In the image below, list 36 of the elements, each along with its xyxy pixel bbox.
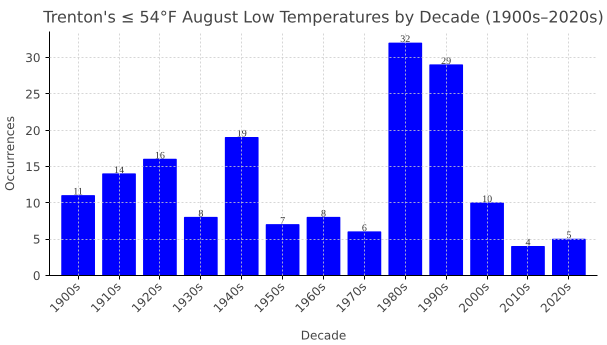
data-label: 32 [400, 34, 410, 46]
bar [102, 173, 136, 276]
bar [511, 246, 545, 276]
data-label: 19 [236, 128, 247, 140]
data-label: 11 [73, 186, 83, 198]
bar [388, 42, 422, 276]
bar [470, 202, 504, 276]
y-tick-label: 10 [25, 196, 41, 210]
data-label: 5 [566, 230, 572, 242]
bar [61, 195, 95, 276]
data-label: 16 [154, 150, 165, 162]
bar [266, 224, 300, 276]
bar [348, 231, 382, 276]
y-tick-label: 15 [25, 160, 41, 174]
y-tick-label: 25 [25, 87, 41, 102]
y-tick-label: 5 [32, 232, 41, 247]
bar [306, 216, 340, 276]
y-tick-label: 0 [32, 269, 41, 283]
data-label: 8 [321, 208, 326, 220]
bar [224, 137, 259, 276]
data-label: 29 [441, 56, 452, 67]
data-label: 7 [280, 216, 286, 227]
data-label: 8 [198, 208, 204, 220]
y-tick-label: 20 [25, 124, 41, 138]
data-label: 14 [114, 164, 124, 176]
data-label: 4 [525, 237, 530, 248]
bar [143, 158, 177, 276]
data-label: 6 [362, 222, 367, 234]
y-axis-title: Occurrences [3, 116, 18, 191]
y-tick-label: 30 [25, 51, 41, 66]
chart-title: Trenton's ≤ 54°F August Low Temperatures by Decade (1900s–2020s) [42, 8, 604, 26]
bar [184, 216, 218, 276]
bar [552, 238, 586, 276]
data-label: 10 [482, 194, 492, 205]
bar [429, 64, 464, 276]
x-axis-title: Decade [300, 328, 346, 342]
